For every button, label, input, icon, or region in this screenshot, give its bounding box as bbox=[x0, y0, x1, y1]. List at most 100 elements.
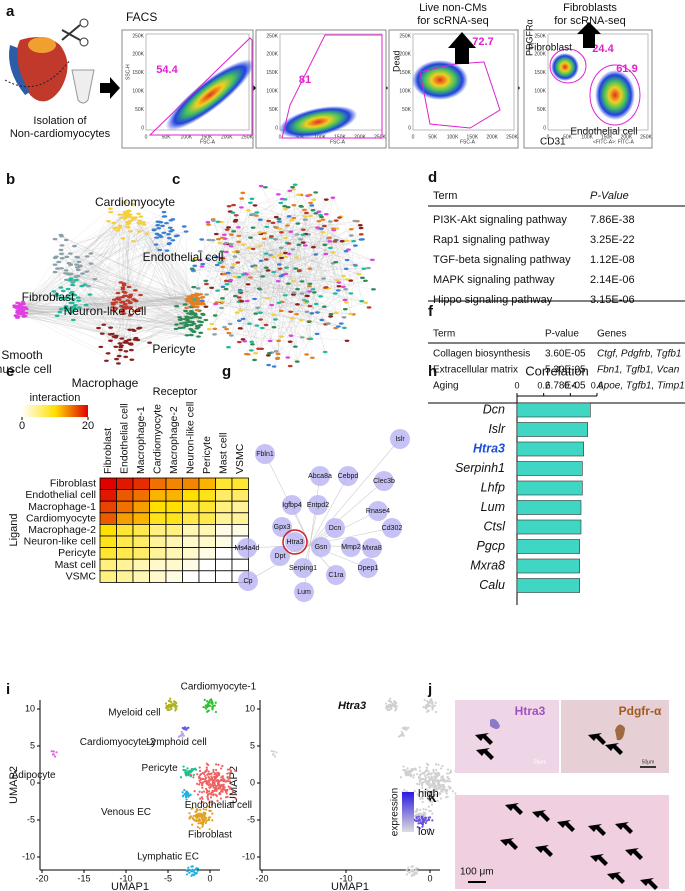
network-node bbox=[18, 312, 23, 316]
network-node bbox=[291, 293, 296, 296]
network-edge bbox=[226, 251, 292, 336]
network-edge bbox=[258, 314, 275, 349]
gene-title: Htra3 bbox=[338, 700, 366, 712]
network-node bbox=[283, 255, 288, 259]
cell-dot bbox=[190, 874, 193, 877]
network-edge bbox=[86, 302, 192, 306]
cell-dot bbox=[201, 820, 204, 823]
network-node bbox=[190, 293, 196, 297]
heat-cell bbox=[182, 500, 200, 514]
network-edge bbox=[278, 234, 362, 303]
network-node bbox=[287, 340, 293, 343]
heat-cell bbox=[116, 570, 134, 583]
network-edge bbox=[82, 273, 195, 305]
cell-dot bbox=[221, 785, 225, 788]
network-node bbox=[273, 350, 279, 353]
tick-label: 50K bbox=[269, 107, 279, 113]
tick-label: 0 bbox=[543, 125, 546, 131]
panel-label: a bbox=[6, 3, 15, 20]
cell-dot bbox=[195, 867, 198, 870]
network-edge bbox=[81, 225, 121, 287]
cell-dot bbox=[439, 779, 442, 782]
network-node bbox=[250, 212, 256, 216]
network-node bbox=[166, 236, 172, 240]
network-node bbox=[343, 288, 348, 291]
network-node bbox=[123, 212, 129, 216]
step-title: Live non-CMs bbox=[419, 2, 487, 14]
gene-label: Ms4a4d bbox=[235, 545, 260, 552]
cell-dot bbox=[444, 796, 448, 799]
network-node bbox=[98, 345, 104, 349]
network-node bbox=[118, 348, 123, 352]
network-edge bbox=[218, 239, 225, 275]
network-node bbox=[291, 204, 297, 207]
network-edge bbox=[215, 272, 229, 305]
network-edge bbox=[65, 273, 188, 300]
cell-dot bbox=[216, 799, 219, 802]
network-node bbox=[284, 266, 290, 269]
heat-cell bbox=[198, 547, 216, 560]
gene-node bbox=[358, 558, 378, 578]
cell-dot bbox=[196, 782, 199, 785]
network-node bbox=[79, 284, 85, 288]
cell-dot bbox=[200, 796, 203, 799]
cell-dot bbox=[384, 702, 388, 705]
network-node bbox=[226, 346, 231, 349]
network-edge bbox=[240, 202, 251, 301]
network-edge bbox=[266, 226, 310, 269]
network-edge bbox=[125, 316, 187, 352]
cell-dot bbox=[409, 869, 413, 872]
y-tick-label: 5 bbox=[250, 740, 255, 750]
network-node bbox=[70, 318, 76, 322]
cell-dot bbox=[211, 701, 214, 704]
network-edge bbox=[238, 275, 344, 278]
cell-dot bbox=[394, 706, 397, 709]
table-cell: Ctgf, Pdgfrb, Tgfb1 bbox=[597, 349, 682, 360]
heat-cell bbox=[149, 547, 167, 560]
network-edge bbox=[66, 204, 134, 299]
network-node bbox=[127, 295, 133, 298]
network-node bbox=[285, 224, 290, 227]
cell-dot bbox=[393, 700, 396, 703]
network-edge bbox=[194, 224, 209, 300]
network-node bbox=[119, 344, 124, 347]
gene-node bbox=[285, 532, 305, 552]
network-edge bbox=[56, 230, 118, 316]
cell-dot bbox=[193, 790, 196, 793]
network-edge bbox=[194, 214, 252, 266]
cell-dot bbox=[184, 771, 187, 774]
heat-cell bbox=[132, 524, 150, 537]
cell-dot bbox=[424, 787, 428, 790]
cell-dot bbox=[206, 700, 209, 703]
cell-dot bbox=[204, 776, 208, 780]
network-node bbox=[223, 250, 229, 254]
gene-label: Gsn bbox=[315, 544, 328, 551]
heat-cell bbox=[99, 500, 117, 514]
network-edge bbox=[292, 187, 324, 279]
cell-dot bbox=[419, 822, 422, 825]
network-node bbox=[199, 238, 205, 241]
network-edge bbox=[21, 298, 196, 311]
network-edge bbox=[67, 310, 200, 318]
heat-cell bbox=[116, 500, 134, 514]
network-node bbox=[199, 299, 205, 302]
heat-cell bbox=[132, 558, 150, 572]
tube-icon bbox=[71, 69, 95, 104]
cell-dot bbox=[219, 767, 223, 770]
cell-dot bbox=[419, 797, 422, 800]
network-node bbox=[239, 206, 244, 209]
axis-label: FSC-A bbox=[200, 139, 216, 145]
cell-dot bbox=[425, 791, 428, 794]
network-node bbox=[242, 340, 248, 343]
cell-dot bbox=[181, 791, 184, 794]
network-edge bbox=[272, 222, 282, 259]
cell-dot bbox=[205, 762, 208, 765]
network-node bbox=[167, 226, 173, 229]
network-node bbox=[184, 334, 190, 337]
table-cell: 5.30E-05 bbox=[545, 365, 586, 376]
network-node bbox=[245, 283, 251, 286]
network-edge bbox=[192, 221, 320, 269]
network-node bbox=[115, 291, 121, 295]
cell-dot bbox=[440, 788, 443, 791]
cell-dot bbox=[407, 774, 410, 777]
